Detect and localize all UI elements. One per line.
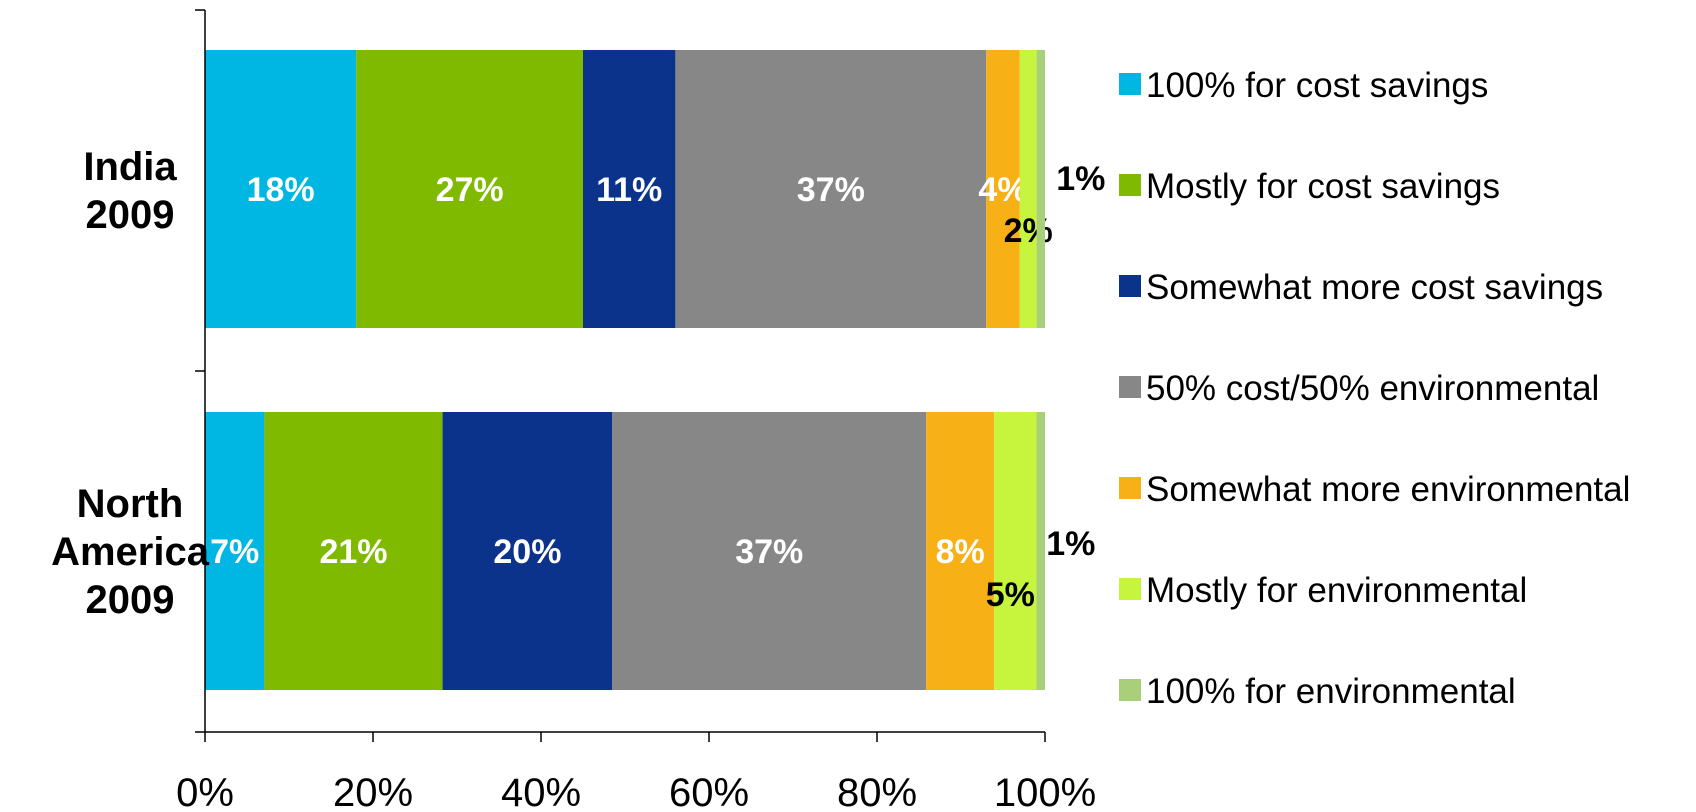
bar-segment-india-2 <box>356 50 583 328</box>
data-label: 37% <box>797 171 865 209</box>
bar-segment-india-7 <box>1036 50 1045 328</box>
bar-segment-india-4 <box>675 50 987 328</box>
bar-segment-north-america-1 <box>205 412 265 690</box>
category-label: 2009 <box>86 578 175 622</box>
category-label: North <box>77 482 184 526</box>
data-label: 1% <box>1056 160 1105 198</box>
legend-label: 50% cost/50% environmental <box>1146 369 1599 408</box>
bar-segment-india-3 <box>583 50 676 328</box>
legend-swatch <box>1119 679 1141 701</box>
data-label: 37% <box>735 533 803 571</box>
bar-segment-north-america-6 <box>994 412 1037 690</box>
category-label: America <box>51 530 210 574</box>
legend-swatch <box>1119 477 1141 499</box>
x-tick-label: 80% <box>837 771 917 812</box>
bar-segment-north-america-7 <box>1036 412 1045 690</box>
legend-label: 100% for cost savings <box>1146 66 1488 105</box>
data-label: 21% <box>319 533 387 571</box>
data-label: 11% <box>596 171 662 209</box>
x-tick-label: 0% <box>176 771 234 812</box>
category-label: India <box>83 145 177 189</box>
bar-segment-north-america-3 <box>442 412 613 690</box>
bar-segment-north-america-2 <box>264 412 443 690</box>
legend-label: Mostly for cost savings <box>1146 167 1500 206</box>
data-label: 7% <box>210 533 259 571</box>
x-tick-label: 60% <box>669 771 749 812</box>
legend-swatch <box>1119 376 1141 398</box>
bar-segment-india-6 <box>1019 50 1037 328</box>
data-label: 5% <box>986 576 1035 614</box>
bar-segment-india-5 <box>986 50 1020 328</box>
legend-swatch <box>1119 174 1141 196</box>
legend-label: Somewhat more cost savings <box>1146 268 1603 307</box>
data-label: 27% <box>436 171 504 209</box>
legend-swatch <box>1119 275 1141 297</box>
data-label: 18% <box>247 171 315 209</box>
legend-swatch <box>1119 73 1141 95</box>
data-label: 8% <box>936 533 985 571</box>
x-tick-label: 40% <box>501 771 581 812</box>
data-label: 20% <box>493 533 561 571</box>
bar-segment-north-america-4 <box>612 412 927 690</box>
data-label: 1% <box>1046 525 1095 563</box>
bar-segment-north-america-5 <box>926 412 995 690</box>
bar-segment-india-1 <box>205 50 357 328</box>
x-tick-label: 100% <box>994 771 1096 812</box>
legend-label: 100% for environmental <box>1146 672 1516 711</box>
data-label: 4% <box>978 171 1027 209</box>
legend-label: Mostly for environmental <box>1146 571 1527 610</box>
x-tick-label: 20% <box>333 771 413 812</box>
data-label: 2% <box>1004 212 1053 250</box>
legend-swatch <box>1119 578 1141 600</box>
category-label: 2009 <box>86 193 175 237</box>
legend-label: Somewhat more environmental <box>1146 470 1630 509</box>
